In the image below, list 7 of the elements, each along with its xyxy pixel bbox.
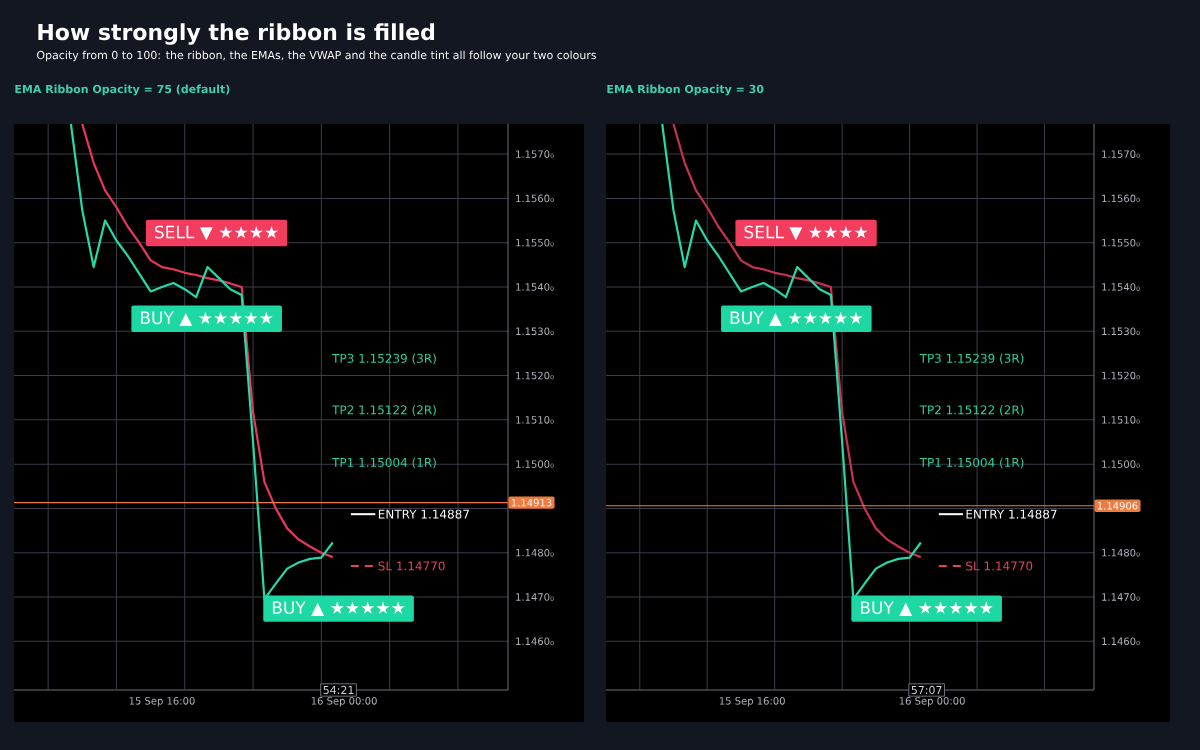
annotation: BUY ▲ ★★★★★ bbox=[861, 601, 993, 616]
annotation: BUY ▲ ★★★★★ bbox=[730, 311, 863, 327]
text: How strongly the ribbon is filled bbox=[38, 23, 435, 45]
annotation: SELL ▼ ★★★★ bbox=[744, 225, 868, 241]
annotation: BUY ▲ ★★★★★ bbox=[141, 311, 273, 327]
annotation: SELL ▼ ★★★★ bbox=[155, 225, 279, 241]
annotation: BUY ▲ ★★★★★ bbox=[272, 601, 405, 616]
